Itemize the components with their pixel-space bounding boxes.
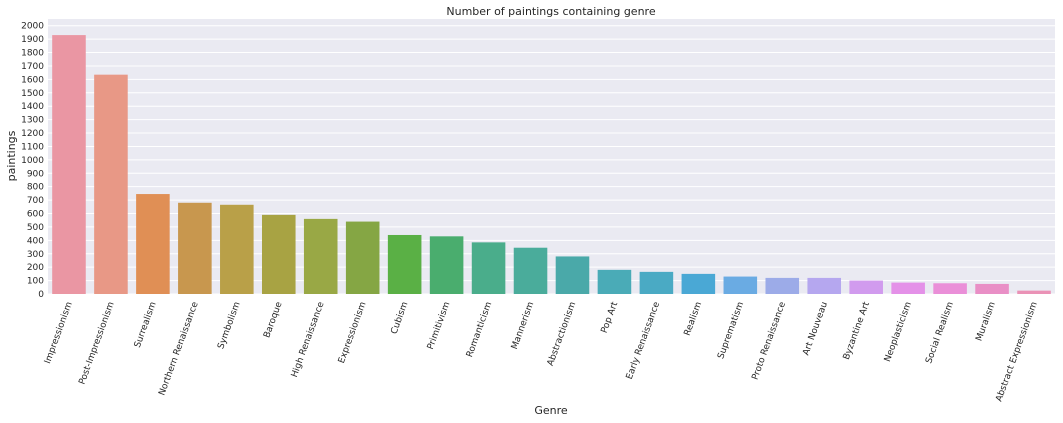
bar — [765, 277, 800, 294]
x-tick-label: Northern Renaissance — [157, 300, 200, 397]
y-tick-label: 300 — [27, 250, 44, 260]
y-tick-label: 900 — [27, 169, 44, 179]
bar — [807, 277, 842, 294]
x-tick-label: Neoplasticism — [883, 301, 914, 364]
y-tick-label: 1400 — [21, 102, 44, 112]
bar — [471, 242, 506, 294]
x-tick-label: Abstract Expressionism — [994, 301, 1039, 404]
y-tick-label: 500 — [27, 223, 44, 233]
y-tick-label: 800 — [27, 183, 44, 193]
bar — [891, 282, 925, 294]
y-tick-label: 1500 — [21, 89, 44, 99]
y-tick-label: 0 — [38, 290, 44, 300]
x-axis-title: Genre — [534, 404, 568, 417]
bar — [849, 280, 883, 294]
bar — [345, 221, 380, 294]
bar — [513, 247, 548, 294]
x-tick-label: Byzantine Art — [842, 300, 872, 361]
y-tick-label: 1300 — [21, 116, 44, 126]
x-tick-label: Expressionism — [337, 301, 369, 365]
x-tick-label: Social Realism — [924, 301, 956, 365]
bar — [52, 35, 86, 294]
x-tick-label: Primitivism — [426, 301, 453, 351]
y-tick-label: 400 — [27, 236, 44, 246]
y-tick-label: 600 — [27, 210, 44, 220]
bar — [178, 202, 212, 294]
x-tick-label: Early Renaissance — [625, 300, 663, 381]
bar — [933, 283, 967, 294]
bar — [723, 276, 758, 294]
y-tick-label: 1100 — [21, 142, 44, 152]
y-tick-label: 200 — [27, 263, 44, 273]
y-tick-label: 1800 — [21, 49, 44, 59]
bar — [597, 269, 632, 294]
bar — [429, 236, 464, 294]
x-tick-label: Mannerism — [510, 301, 536, 351]
x-tick-label: Proto Renaissance — [751, 300, 789, 381]
plot-background — [48, 19, 1055, 294]
bar — [303, 218, 338, 294]
y-tick-label: 100 — [27, 277, 44, 287]
y-tick-label: 1700 — [21, 62, 44, 72]
y-tick-label: 1000 — [21, 156, 44, 166]
y-tick-label: 1200 — [21, 129, 44, 139]
x-tick-label: Pop Art — [600, 300, 621, 334]
x-tick-label: Cubism — [390, 301, 411, 336]
bar — [555, 256, 590, 294]
bar — [261, 214, 296, 294]
x-tick-label: Romanticism — [465, 301, 494, 359]
y-tick-label: 1900 — [21, 35, 44, 45]
x-tick-label: Art Nouveau — [801, 301, 830, 357]
x-tick-label: High Renaissance — [290, 300, 327, 379]
bar — [681, 273, 716, 294]
gridlines — [48, 25, 1055, 295]
x-tick-labels: Impressionism Post-Impressionism Surrealis… — [43, 300, 1040, 403]
bar — [975, 283, 1009, 294]
x-tick-label: Abstractionism — [546, 301, 578, 368]
y-tick-label: 1600 — [21, 75, 44, 85]
y-tick-labels: 0 100 200 300 400 500 600 700 800 900 1000 1100 1200… — [21, 22, 44, 300]
bar — [220, 204, 254, 294]
x-tick-label: Muralism — [974, 301, 997, 343]
y-axis-title: paintings — [5, 130, 18, 181]
x-tick-label: Symbolism — [216, 301, 242, 351]
bar — [387, 234, 422, 294]
bar — [136, 194, 170, 294]
x-tick-label: Surrealism — [133, 301, 159, 350]
bar — [1017, 290, 1051, 294]
bar — [639, 271, 674, 294]
bar — [94, 74, 128, 294]
x-tick-label: Post-Impressionism — [77, 301, 116, 386]
y-tick-label: 700 — [27, 196, 44, 206]
y-tick-label: 2000 — [21, 22, 44, 32]
chart-title: Number of paintings containing genre — [446, 5, 655, 18]
bars — [52, 35, 1051, 294]
x-tick-label: Baroque — [262, 300, 284, 339]
x-tick-label: Impressionism — [43, 301, 75, 366]
x-tick-label: Suprematism — [716, 301, 746, 361]
x-tick-label: Realism — [683, 301, 704, 338]
